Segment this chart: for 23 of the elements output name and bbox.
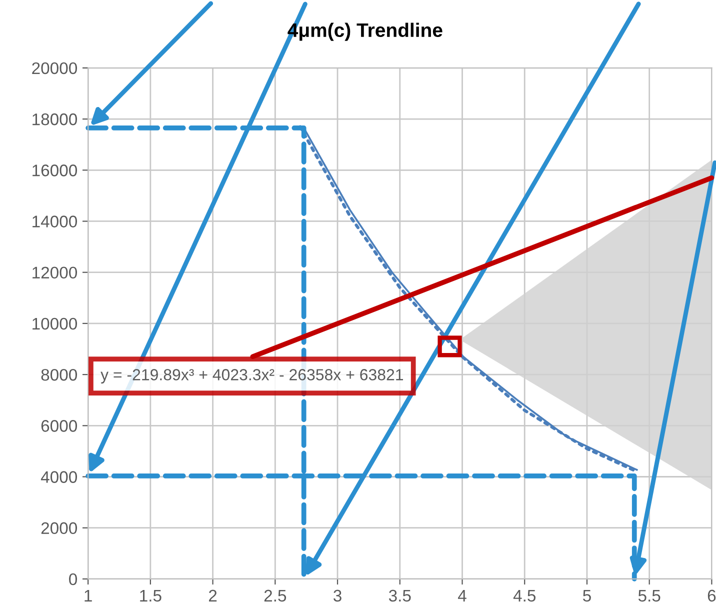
- y-tick-label: 14000: [32, 216, 78, 228]
- y-tick-label: 6000: [41, 420, 78, 432]
- x-tick-label: 2.5: [264, 590, 286, 602]
- y-tick-label: 20000: [32, 62, 78, 74]
- x-tick-label: 3.5: [388, 590, 411, 602]
- y-tick-label: 4000: [40, 471, 78, 483]
- x-tick-label: 1.5: [140, 590, 162, 602]
- x-tick-label: 5.5: [638, 590, 660, 602]
- y-tick-label: 2000: [41, 522, 78, 534]
- y-tick-label: 8000: [41, 368, 78, 381]
- x-tick-label: 3: [334, 590, 342, 602]
- y-tick-label: 10000: [32, 318, 78, 330]
- x-tick-label: 2: [209, 590, 217, 602]
- y-tick-label: 0: [69, 573, 77, 586]
- x-tick-label: 6: [708, 590, 716, 602]
- y-tick-label: 18000: [32, 113, 78, 126]
- y-tick-label: 16000: [32, 164, 78, 176]
- x-tick-label: 4.5: [513, 590, 536, 602]
- y-tick-label: 12000: [32, 266, 78, 279]
- x-tick-label: 1: [84, 590, 92, 602]
- x-tick-label: 4: [458, 590, 466, 602]
- x-tick-label: 5: [583, 590, 591, 602]
- annotation: y = -219.89x³ + 4023.3x² - 26358x + 63821: [100, 369, 403, 384]
